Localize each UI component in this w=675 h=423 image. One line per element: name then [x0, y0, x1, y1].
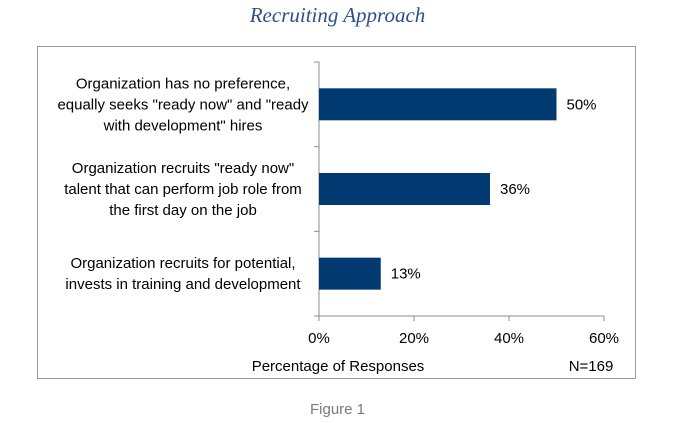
category-label: talent that can perform job role from: [64, 181, 302, 198]
figure-caption: Figure 1: [309, 401, 366, 418]
category-label: Organization recruits "ready now": [72, 160, 294, 177]
data-label: 13%: [391, 266, 421, 283]
sample-size-note: N=169: [569, 358, 614, 375]
category-label: invests in training and development: [65, 276, 301, 293]
category-label: Organization recruits for potential,: [70, 255, 295, 272]
category-label: with development" hires: [103, 117, 263, 134]
category-label: the first day on the job: [109, 202, 257, 219]
bar: [319, 257, 381, 290]
x-tick-label: 20%: [399, 330, 429, 347]
bar: [319, 173, 490, 205]
x-tick-label: 0%: [308, 330, 330, 347]
chart-title: Recruiting Approach: [249, 3, 426, 27]
data-label: 50%: [567, 96, 597, 113]
bar: [319, 88, 557, 121]
x-tick-label: 60%: [589, 330, 619, 347]
x-tick-label: 40%: [494, 330, 524, 347]
category-label: equally seeks "ready now" and "ready: [57, 96, 309, 113]
category-label: Organization has no preference,: [76, 75, 290, 92]
x-axis-title: Percentage of Responses: [252, 358, 425, 375]
data-label: 36%: [500, 181, 530, 198]
